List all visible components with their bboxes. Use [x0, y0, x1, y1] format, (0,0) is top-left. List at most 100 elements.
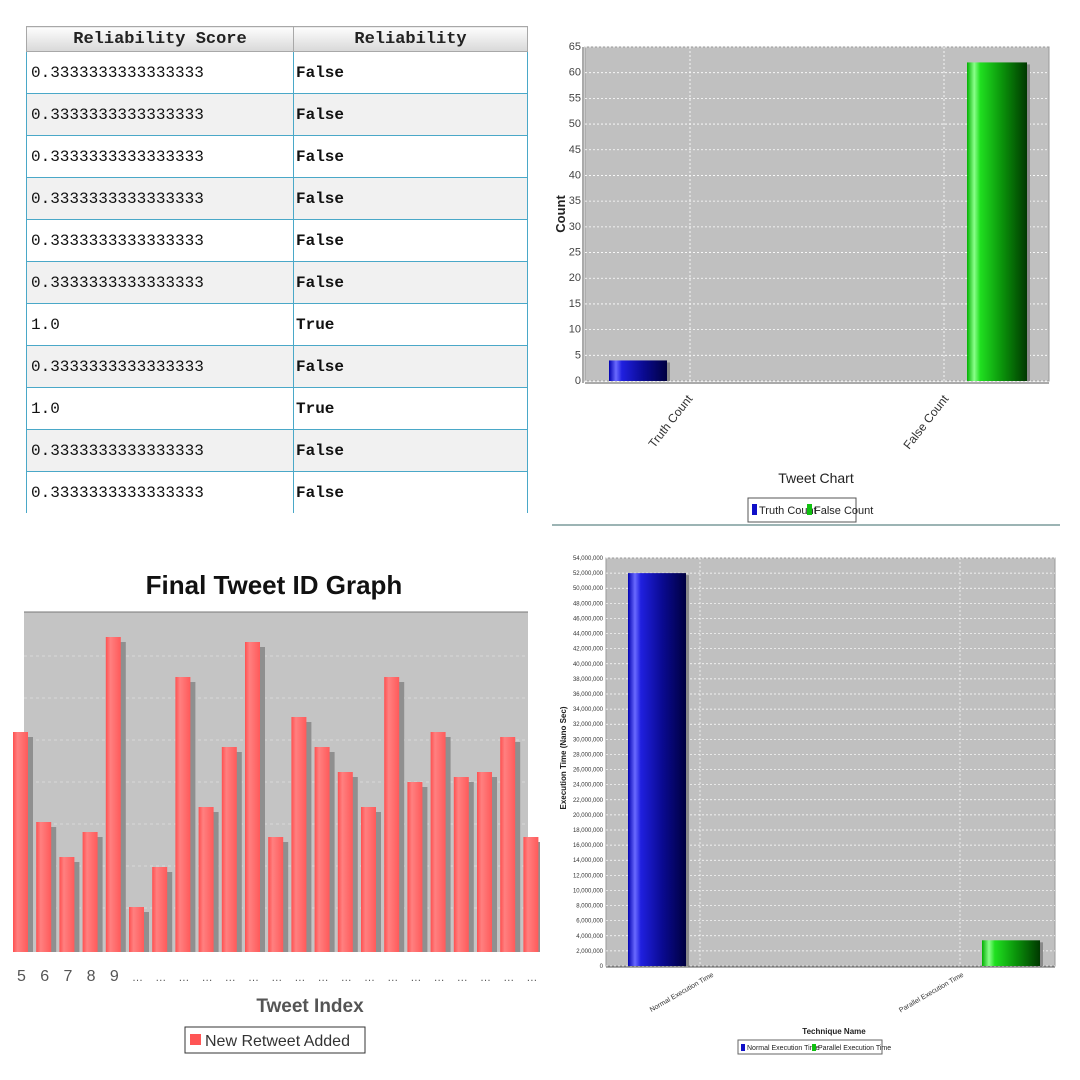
bar: [361, 807, 376, 952]
table-row[interactable]: 0.3333333333333333 False: [26, 93, 528, 136]
reliability-score-cell[interactable]: 0.3333333333333333: [26, 219, 294, 262]
legend-label-parallel-execution-time: Parallel Execution Time: [818, 1045, 891, 1052]
column-header-reliability-score[interactable]: Reliability Score: [26, 26, 294, 52]
x-tick-label: …: [178, 972, 189, 984]
y-tick-label: 20: [569, 272, 581, 284]
table-row[interactable]: 0.3333333333333333 False: [26, 219, 528, 262]
reliability-cell[interactable]: False: [293, 51, 528, 94]
y-tick-label: 12,000,000: [573, 873, 604, 879]
y-tick-label: 36,000,000: [573, 692, 604, 698]
x-tick-label: 9: [110, 968, 119, 985]
x-tick-label: Truth Count: [646, 392, 696, 451]
reliability-cell[interactable]: False: [293, 93, 528, 136]
bar: [268, 837, 284, 952]
bar: [337, 772, 353, 952]
y-tick-label: 28,000,000: [573, 752, 604, 758]
x-tick-label: …: [202, 972, 213, 984]
legend-swatch-false-count: [807, 504, 812, 515]
reliability-cell[interactable]: False: [293, 429, 528, 472]
y-tick-label: 42,000,000: [573, 647, 604, 653]
y-tick-label: 65: [569, 41, 581, 53]
reliability-score-cell[interactable]: 1.0: [26, 387, 294, 430]
x-tick-label: …: [155, 972, 166, 984]
reliability-score-cell[interactable]: 0.3333333333333333: [26, 261, 294, 304]
x-tick-label: …: [387, 972, 398, 984]
table-row[interactable]: 1.0 True: [26, 303, 528, 346]
table-row[interactable]: 0.3333333333333333 False: [26, 471, 528, 513]
bar: [13, 732, 28, 952]
table-row[interactable]: 0.3333333333333333 False: [26, 177, 528, 220]
y-tick-label: 32,000,000: [573, 722, 604, 728]
bar: [453, 777, 469, 952]
y-tick-label: 38,000,000: [573, 677, 604, 683]
y-tick-label: 35: [569, 195, 581, 207]
x-tick-label: …: [480, 972, 491, 984]
table-header-row: Reliability Score Reliability: [26, 26, 528, 52]
y-tick-label: 48,000,000: [573, 601, 604, 607]
reliability-score-cell[interactable]: 1.0: [26, 303, 294, 346]
reliability-cell[interactable]: False: [293, 345, 528, 388]
reliability-cell[interactable]: True: [293, 303, 528, 346]
reliability-table: Reliability Score Reliability 0.33333333…: [26, 26, 528, 513]
y-tick-label: 60: [569, 67, 581, 79]
y-tick-label: 30: [569, 221, 581, 233]
table-row[interactable]: 0.3333333333333333 False: [26, 261, 528, 304]
bar: [175, 677, 191, 952]
bar: [36, 822, 52, 952]
reliability-score-cell[interactable]: 0.3333333333333333: [26, 345, 294, 388]
bar: [384, 677, 400, 952]
x-tick-label: …: [225, 972, 236, 984]
y-tick-label: 15: [569, 298, 581, 310]
x-tick-label: …: [318, 972, 329, 984]
reliability-score-cell[interactable]: 0.3333333333333333: [26, 471, 294, 513]
legend-swatch-normal-execution-time: [741, 1044, 745, 1051]
y-tick-label: 16,000,000: [573, 843, 604, 849]
table-row[interactable]: 0.3333333333333333 False: [26, 51, 528, 94]
y-tick-label: 50: [569, 118, 581, 130]
y-tick-label: 4,000,000: [576, 934, 603, 940]
y-tick-label: 26,000,000: [573, 768, 604, 774]
legend-box: [737, 1039, 883, 1055]
reliability-cell[interactable]: True: [293, 387, 528, 430]
x-tick-label: …: [294, 972, 305, 984]
reliability-cell[interactable]: False: [293, 219, 528, 262]
legend-swatch-truth-count: [752, 504, 757, 515]
y-tick-label: 0: [600, 964, 604, 970]
table-row[interactable]: 0.3333333333333333 False: [26, 135, 528, 178]
x-tick-label: …: [434, 972, 445, 984]
reliability-cell[interactable]: False: [293, 135, 528, 178]
legend-label-false-count: False Count: [814, 505, 873, 517]
reliability-cell[interactable]: False: [293, 471, 528, 513]
x-tick-label: …: [248, 972, 259, 984]
reliability-table-panel: Reliability Score Reliability 0.33333333…: [26, 26, 528, 526]
reliability-score-cell[interactable]: 0.3333333333333333: [26, 51, 294, 94]
reliability-score-cell[interactable]: 0.3333333333333333: [26, 135, 294, 178]
y-tick-label: 18,000,000: [573, 828, 604, 834]
legend-box: [747, 497, 857, 523]
reliability-cell[interactable]: False: [293, 177, 528, 220]
y-tick-label: 0: [575, 375, 581, 387]
y-tick-label: 24,000,000: [573, 783, 604, 789]
x-axis-title: Tweet Chart: [778, 470, 854, 486]
y-tick-label: 10: [569, 324, 581, 336]
execution-time-chart: 0 2,000,000 4,000,000 6,000,000 8,000,000 10,…: [559, 556, 1056, 1055]
bar-truth-count: [609, 360, 667, 381]
reliability-score-cell[interactable]: 0.3333333333333333: [26, 93, 294, 136]
column-header-reliability[interactable]: Reliability: [293, 26, 528, 52]
table-row[interactable]: 0.3333333333333333 False: [26, 345, 528, 388]
chart-title: Final Tweet ID Graph: [146, 570, 403, 600]
legend: New Retweet Added: [184, 1026, 366, 1054]
table-row[interactable]: 0.3333333333333333 False: [26, 429, 528, 472]
y-tick-label: 46,000,000: [573, 616, 604, 622]
reliability-cell[interactable]: False: [293, 261, 528, 304]
legend-label-normal-execution-time: Normal Execution Time: [747, 1045, 819, 1052]
legend-swatch-new-retweet-added: [190, 1034, 201, 1045]
bar-false-count: [967, 62, 1027, 382]
y-tick-label: 30,000,000: [573, 737, 604, 743]
table-row[interactable]: 1.0 True: [26, 387, 528, 430]
y-tick-label: 45: [569, 144, 581, 156]
y-tick-label: 52,000,000: [573, 571, 604, 577]
reliability-score-cell[interactable]: 0.3333333333333333: [26, 177, 294, 220]
reliability-score-cell[interactable]: 0.3333333333333333: [26, 429, 294, 472]
